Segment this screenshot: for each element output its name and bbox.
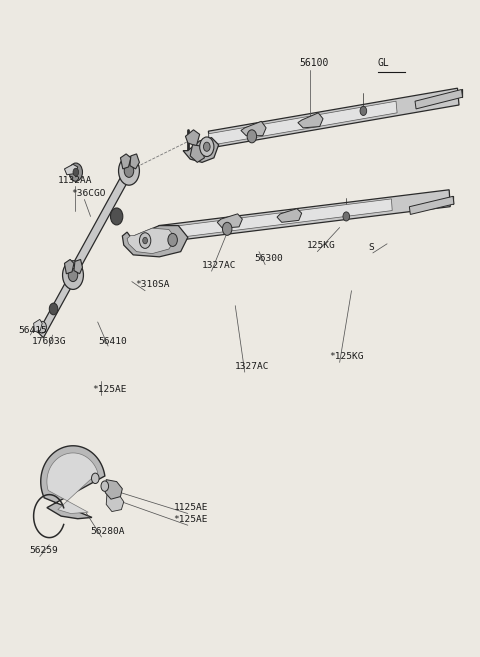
Polygon shape [70, 171, 130, 276]
Polygon shape [190, 145, 204, 162]
Circle shape [73, 168, 79, 176]
Text: 56280A: 56280A [91, 527, 125, 535]
Text: *125KG: *125KG [329, 352, 364, 361]
Text: GL: GL [378, 58, 389, 68]
Polygon shape [47, 453, 98, 514]
Circle shape [49, 303, 58, 315]
Polygon shape [277, 209, 301, 222]
Circle shape [200, 137, 214, 156]
Polygon shape [409, 196, 454, 214]
Polygon shape [209, 101, 397, 145]
Text: 56259: 56259 [29, 546, 58, 555]
Circle shape [343, 212, 349, 221]
Circle shape [143, 237, 147, 244]
Polygon shape [122, 225, 188, 257]
Text: *125AE: *125AE [92, 384, 126, 394]
Circle shape [38, 321, 47, 333]
Circle shape [124, 164, 134, 177]
Polygon shape [41, 445, 105, 519]
Polygon shape [217, 214, 242, 228]
Text: 56100: 56100 [300, 58, 329, 68]
Text: 1132AA: 1132AA [57, 176, 92, 185]
Text: *36CGO: *36CGO [72, 189, 106, 198]
Polygon shape [74, 260, 83, 274]
Polygon shape [415, 89, 463, 109]
Circle shape [168, 233, 178, 246]
Polygon shape [241, 122, 266, 136]
Circle shape [360, 106, 367, 116]
Polygon shape [105, 480, 122, 499]
Circle shape [68, 269, 78, 282]
Text: *125AE: *125AE [174, 515, 208, 524]
Circle shape [92, 473, 99, 484]
Polygon shape [64, 260, 74, 274]
Circle shape [247, 130, 257, 143]
Polygon shape [159, 199, 392, 240]
Text: 56415: 56415 [18, 326, 47, 335]
Text: 1327AC: 1327AC [235, 362, 270, 371]
Text: 125KG: 125KG [306, 241, 335, 250]
Circle shape [62, 261, 84, 290]
Text: 56300: 56300 [254, 254, 283, 263]
Polygon shape [208, 88, 459, 148]
Polygon shape [120, 154, 131, 169]
Circle shape [101, 481, 108, 491]
Text: 1327AC: 1327AC [202, 261, 237, 270]
Polygon shape [185, 130, 200, 146]
Polygon shape [298, 113, 323, 128]
Polygon shape [183, 137, 219, 162]
Polygon shape [159, 190, 450, 242]
Polygon shape [64, 164, 78, 175]
Polygon shape [130, 154, 139, 169]
Text: 17603G: 17603G [32, 337, 67, 346]
Circle shape [69, 163, 83, 181]
Circle shape [222, 222, 232, 235]
Circle shape [119, 156, 139, 185]
Text: S: S [368, 242, 374, 252]
Circle shape [139, 233, 151, 248]
Text: 1125AE: 1125AE [174, 503, 208, 512]
Text: 56410: 56410 [98, 337, 127, 346]
Polygon shape [106, 491, 124, 512]
Circle shape [110, 208, 123, 225]
Polygon shape [38, 273, 76, 338]
Text: *310SA: *310SA [136, 281, 170, 290]
Polygon shape [127, 228, 176, 254]
Polygon shape [34, 319, 42, 332]
Circle shape [204, 142, 210, 151]
